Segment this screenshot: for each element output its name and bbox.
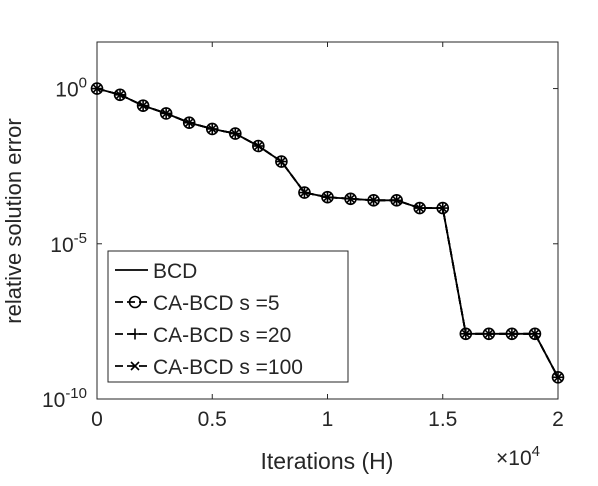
data-point (253, 141, 263, 151)
data-point (369, 195, 379, 205)
data-point (553, 372, 563, 382)
x-tick-label: 2 (552, 408, 564, 431)
x-marker-b (530, 329, 540, 339)
legend-box (107, 250, 349, 383)
legend-label: CA-BCD s =100 (153, 356, 303, 379)
legend-marker (128, 295, 142, 309)
data-point (230, 129, 240, 139)
legend-item: CA-BCD s =5 (115, 292, 280, 315)
y-tick-label: 10-10 (42, 385, 87, 412)
x-marker-b (207, 124, 217, 134)
x-marker-b (92, 83, 102, 94)
data-point (299, 187, 310, 198)
y-tick-label: 100 (55, 75, 87, 102)
x-marker-b (299, 187, 310, 198)
x-marker-b (392, 195, 402, 205)
x-marker-b (322, 192, 333, 202)
x-tick-label: 0 (91, 408, 103, 431)
x-multiplier-exponent: 4 (531, 443, 540, 460)
y-axis-label: relative solution error (1, 118, 26, 323)
x-marker-b (415, 203, 425, 213)
data-point (138, 101, 148, 111)
x-marker-b (461, 329, 471, 339)
data-point (507, 329, 517, 339)
x-axis-multiplier: ×104 (496, 443, 540, 471)
data-point (484, 329, 494, 339)
x-marker-b (115, 90, 125, 100)
legend-label: CA-BCD s =20 (153, 324, 291, 347)
x-axis-label: Iterations (H) (261, 448, 394, 474)
legend: BCD CA-BCD s =5 CA-BCD s =20 CA-BCD s =100 (107, 250, 349, 383)
x-marker-b (161, 108, 171, 118)
legend-item: CA-BCD s =100 (115, 356, 303, 379)
x-marker-b (345, 194, 356, 204)
y-tick-label: 10-5 (50, 230, 87, 257)
x-tick-label: 0.5 (198, 408, 227, 431)
x-multiplier-base: ×10 (496, 447, 532, 470)
data-point (92, 83, 102, 94)
x-marker-b (369, 195, 379, 205)
series-layer (90, 82, 565, 384)
legend-marker (129, 328, 141, 340)
x-marker-b (553, 372, 563, 382)
series-line-3 (96, 87, 559, 378)
x-marker-b (253, 141, 263, 151)
data-point (345, 194, 356, 204)
x-axis-ticks: 0 0.5 1 1.5 2 (91, 42, 564, 431)
legend-marker (130, 361, 140, 371)
data-point (207, 124, 217, 134)
x-marker-b (130, 361, 140, 371)
x-tick-label: 1 (322, 408, 334, 431)
legend-item: BCD (115, 260, 197, 283)
data-point (322, 192, 333, 202)
x-marker-b (507, 329, 517, 339)
data-point (184, 118, 194, 128)
legend-label: BCD (153, 260, 197, 283)
circle-marker (128, 295, 142, 309)
data-point (161, 108, 171, 118)
data-point (392, 195, 402, 205)
x-marker-b (276, 156, 286, 167)
legend-item: CA-BCD s =20 (115, 324, 291, 347)
x-marker-b (230, 129, 240, 139)
x-marker-b (138, 101, 148, 111)
y-axis-ticks: 100 10-5 10-10 (42, 75, 558, 412)
legend-label: CA-BCD s =5 (153, 292, 280, 315)
x-marker-b (184, 118, 194, 128)
data-point (415, 203, 425, 213)
x-tick-label: 1.5 (428, 408, 457, 431)
data-point (115, 90, 125, 100)
data-point (438, 203, 448, 213)
data-point (276, 156, 286, 167)
data-point (461, 329, 471, 339)
x-marker-b (438, 203, 448, 213)
data-point (530, 329, 540, 339)
x-marker-b (484, 329, 494, 339)
